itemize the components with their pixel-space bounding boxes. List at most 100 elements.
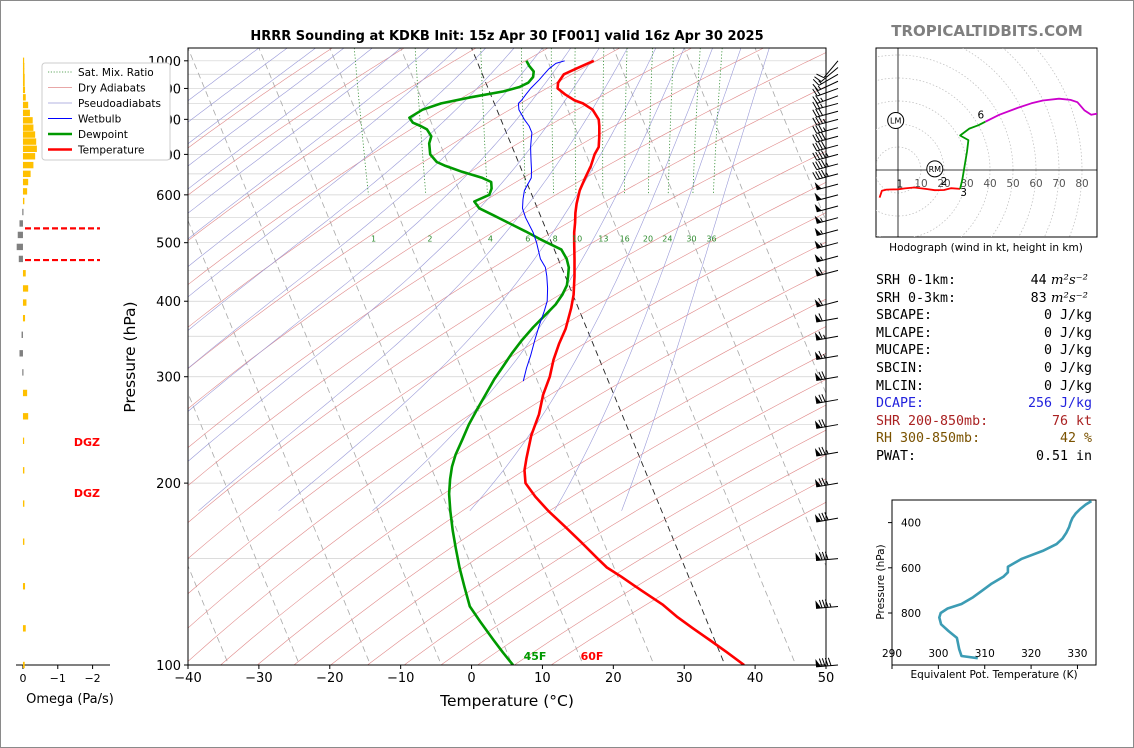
stat-value: 0 J/kg xyxy=(1044,325,1092,343)
pseudoadiabat-line xyxy=(554,48,742,511)
omega-bar xyxy=(22,117,33,124)
omega-panel: 0 −1 −2 xyxy=(16,57,110,685)
wind-barb xyxy=(812,73,839,86)
y-tick-label: 100 xyxy=(156,659,181,674)
dgz-label-top: DGZ xyxy=(74,436,100,449)
barb-pennant xyxy=(814,514,822,522)
pseudoadiabat-line xyxy=(621,48,770,511)
barb-flag xyxy=(821,419,826,428)
mix-ratio-line xyxy=(712,48,723,195)
barb-flag xyxy=(821,371,826,380)
barb-flag xyxy=(821,394,826,403)
mix-ratio-line xyxy=(414,48,427,195)
omega-bar xyxy=(21,331,23,338)
x-tick-label: −30 xyxy=(245,671,272,686)
omega-bar xyxy=(22,314,26,322)
stat-value: 44 m²s⁻² xyxy=(1031,272,1088,290)
wind-barbs xyxy=(812,60,839,668)
theta-e-x-tick-label: 320 xyxy=(1021,648,1041,660)
barb-half-flag xyxy=(817,85,822,90)
mix-ratio-label: 36 xyxy=(706,235,716,244)
wind-barb xyxy=(812,87,839,97)
barb-pennant xyxy=(814,182,822,190)
skewt-x-axis: −40 −30 −20 −10 0 10 20 30 40 50 xyxy=(174,665,834,686)
hodograph-height-label: 6 xyxy=(977,109,984,121)
barb-pennant xyxy=(815,552,822,561)
theta-e-plot xyxy=(937,500,1093,660)
barb-flag xyxy=(815,142,821,151)
skewt-background-lines xyxy=(188,48,826,665)
barb-flag xyxy=(818,599,823,609)
wind-barb xyxy=(815,657,839,668)
wind-barb xyxy=(812,132,839,143)
omega-bar xyxy=(22,583,26,590)
omega-bar xyxy=(22,625,26,632)
omega-bar xyxy=(22,188,28,195)
surface-dewpoint-label: 45F xyxy=(524,650,547,663)
isotherm-line xyxy=(188,48,442,665)
barb-staff xyxy=(816,144,839,152)
x-tick-label: 50 xyxy=(818,671,835,686)
pseudoadiabat-line xyxy=(188,48,260,102)
barb-pennant xyxy=(814,268,822,277)
stat-value: 83 m²s⁻² xyxy=(1031,290,1088,308)
omega-bar xyxy=(22,62,25,70)
barb-flag xyxy=(815,171,821,180)
barb-flag xyxy=(818,160,823,169)
barb-flag xyxy=(821,141,826,149)
barb-half-flag xyxy=(820,230,823,235)
y-tick-label: 300 xyxy=(156,371,181,386)
hodograph-height-label: 3 xyxy=(960,187,967,199)
barb-flag xyxy=(818,141,823,150)
skewt-axes-frame xyxy=(187,47,827,666)
hodograph-ring-label: 60 xyxy=(1029,178,1042,190)
omega-bar xyxy=(22,389,28,397)
barb-staff xyxy=(816,135,839,143)
barb-staff xyxy=(816,194,839,202)
omega-bar xyxy=(22,101,29,109)
barb-flag xyxy=(827,657,832,666)
omega-bar xyxy=(22,208,24,216)
barb-staff xyxy=(816,217,839,224)
pseudoadiabat-line xyxy=(188,48,345,167)
stat-number: 42 % xyxy=(1059,431,1092,447)
barb-flag xyxy=(821,477,826,486)
stat-number: 83 xyxy=(1030,290,1047,306)
barb-flag xyxy=(818,124,823,133)
hodograph-caption: Hodograph (wind in kt, height in km) xyxy=(889,242,1083,254)
wind-barb xyxy=(814,331,839,341)
stat-number: 0 J/kg xyxy=(1043,308,1092,324)
stat-label: SBCAPE: xyxy=(876,308,933,324)
barb-flag xyxy=(814,76,822,82)
mix-ratio-labels: 1 2 4 6 8 10 13 16 20 24 30 36 xyxy=(371,235,717,244)
pseudoadiabat-line xyxy=(278,48,657,512)
hodograph-trace xyxy=(959,120,986,190)
skewt-series xyxy=(408,59,745,665)
omega-bar xyxy=(22,538,25,545)
omega-bar xyxy=(17,231,23,239)
wind-barb xyxy=(814,371,839,382)
temperature-line xyxy=(523,59,745,665)
isotherm-line xyxy=(188,219,371,665)
dry-adiabat-line xyxy=(293,326,826,665)
barb-flag xyxy=(818,552,823,561)
barb-flag xyxy=(812,125,818,134)
wind-barb xyxy=(812,124,839,134)
stat-label: SBCIN: xyxy=(876,360,925,376)
stat-number: 0 J/kg xyxy=(1043,343,1092,359)
barb-flag xyxy=(821,446,826,455)
legend-dewpoint: Dewpoint xyxy=(78,129,128,141)
mix-ratio-line xyxy=(602,48,605,195)
barb-staff xyxy=(816,664,839,668)
stat-label: RH 300-850mb: xyxy=(876,431,981,447)
theta-e-x-tick-label: 300 xyxy=(928,648,948,660)
dry-adiabat-line xyxy=(188,86,826,487)
barb-flag xyxy=(818,107,823,116)
omega-bar xyxy=(22,500,25,507)
barb-flag xyxy=(821,658,826,667)
barb-pennant xyxy=(814,240,822,249)
barb-half-flag xyxy=(820,97,824,102)
dry-adiabat-line xyxy=(188,150,826,559)
barb-staff xyxy=(820,67,839,82)
pseudoadiabat-line xyxy=(188,48,458,267)
